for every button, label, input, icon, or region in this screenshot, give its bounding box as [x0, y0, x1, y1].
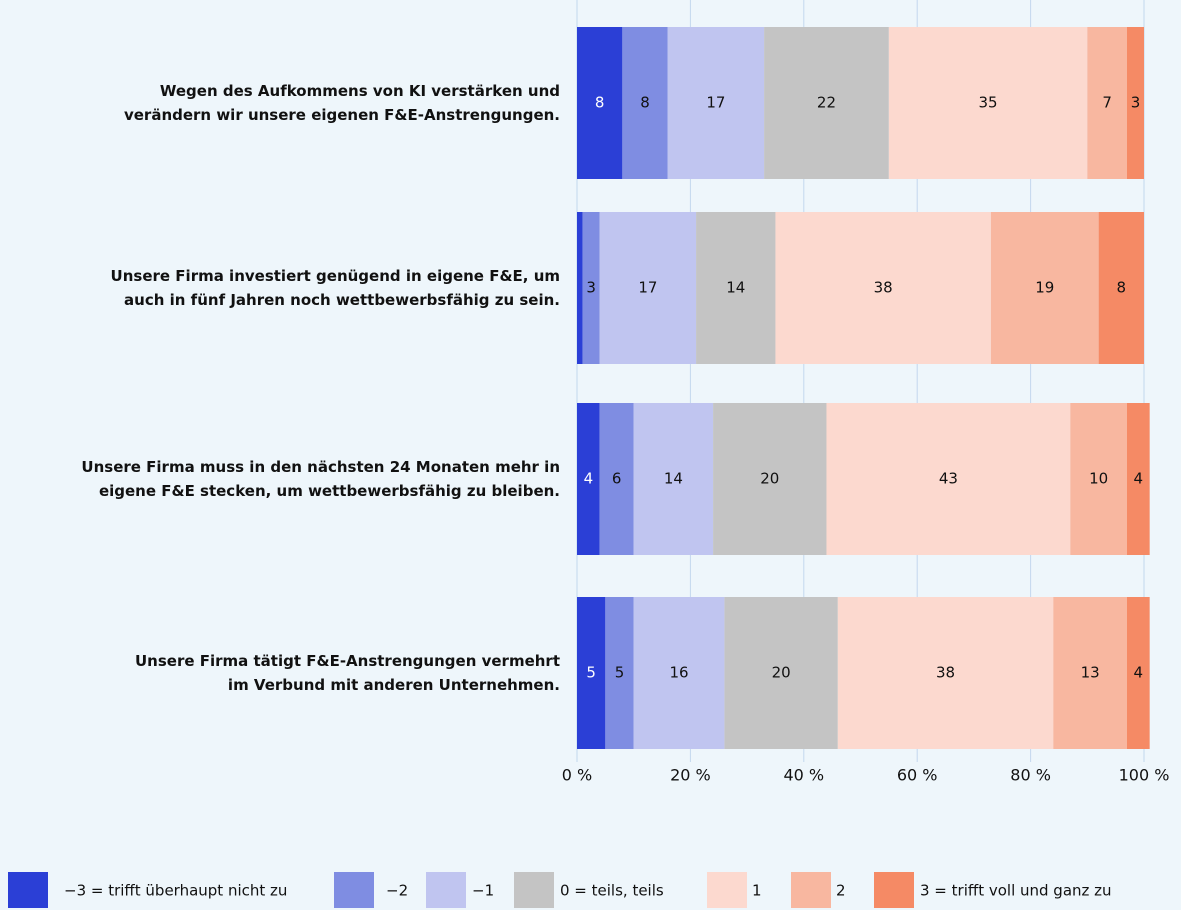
value-label: 14: [664, 470, 683, 488]
value-label: 8: [595, 94, 605, 112]
value-label: 17: [706, 94, 725, 112]
bar-segment: [577, 212, 583, 364]
bar-segment: [837, 597, 1054, 749]
value-label: 4: [1134, 470, 1144, 488]
value-label: 4: [584, 470, 594, 488]
bar-segment: [577, 597, 606, 749]
category-label: Wegen des Aufkommens von KI verstärken u…: [123, 82, 560, 124]
bar-segment: [577, 27, 623, 179]
value-label: 8: [640, 94, 650, 112]
legend-label: −1: [472, 882, 494, 900]
legend-label: −3 = trifft überhaupt nicht zu: [64, 882, 287, 900]
category-label: Unsere Firma muss in den nächsten 24 Mon…: [81, 458, 560, 500]
value-label: 3: [1131, 94, 1141, 112]
legend-swatch: [426, 872, 466, 908]
bar-segment: [764, 27, 889, 179]
value-label: 22: [817, 94, 836, 112]
x-tick-label: 40 %: [783, 766, 824, 785]
bar-segment: [1098, 212, 1144, 364]
legend-label: −2: [386, 882, 408, 900]
bar-segment: [1087, 27, 1127, 179]
bar-segment: [775, 212, 991, 364]
legend-swatch: [707, 872, 747, 908]
x-tick-label: 60 %: [897, 766, 938, 785]
bar-segment: [1126, 403, 1150, 555]
bar-segment: [599, 212, 697, 364]
legend-swatch: [791, 872, 831, 908]
value-label: 20: [772, 664, 791, 682]
bar-segment: [1126, 27, 1144, 179]
bar-segment: [667, 27, 765, 179]
legend-label: 3 = trifft voll und ganz zu: [920, 882, 1112, 900]
x-tick-label: 20 %: [670, 766, 711, 785]
legend-label: 0 = teils, teils: [560, 882, 664, 900]
bar-segment: [1126, 597, 1150, 749]
value-label: 7: [1102, 94, 1112, 112]
x-tick-label: 100 %: [1119, 766, 1170, 785]
value-label: 13: [1081, 664, 1100, 682]
bar-segment: [633, 403, 714, 555]
bar-segment: [888, 27, 1088, 179]
value-label: 3: [586, 279, 596, 297]
value-label: 16: [670, 664, 689, 682]
bar-segment: [1053, 597, 1127, 749]
bar-segment: [622, 27, 668, 179]
value-label: 8: [1117, 279, 1127, 297]
legend-swatch: [334, 872, 374, 908]
legend-swatch: [8, 872, 48, 908]
bar-segment: [713, 403, 827, 555]
bar-segment: [633, 597, 725, 749]
value-label: 17: [638, 279, 657, 297]
value-label: 6: [612, 470, 622, 488]
value-label: 38: [874, 279, 893, 297]
bar-segment: [724, 597, 838, 749]
value-label: 43: [939, 470, 958, 488]
value-label: 14: [726, 279, 745, 297]
legend-swatch: [874, 872, 914, 908]
x-tick-label: 0 %: [562, 766, 592, 785]
category-label: Unsere Firma tätigt F&E-Anstrengungen ve…: [135, 652, 560, 694]
x-tick-label: 80 %: [1010, 766, 1051, 785]
bar-segment: [1070, 403, 1127, 555]
value-label: 35: [979, 94, 998, 112]
value-label: 4: [1134, 664, 1144, 682]
bar-segment: [577, 403, 600, 555]
bar-segment: [990, 212, 1099, 364]
bar-segment: [599, 403, 634, 555]
bar-segment: [605, 597, 634, 749]
value-label: 10: [1089, 470, 1108, 488]
legend-label: 1: [752, 882, 762, 900]
bar-segment: [696, 212, 776, 364]
value-label: 20: [760, 470, 779, 488]
value-label: 5: [615, 664, 625, 682]
value-label: 19: [1035, 279, 1054, 297]
legend-swatch: [514, 872, 554, 908]
value-label: 5: [586, 664, 596, 682]
bar-segment: [826, 403, 1071, 555]
category-label: Unsere Firma investiert genügend in eige…: [110, 267, 560, 309]
value-label: 38: [936, 664, 955, 682]
bar-segment: [582, 212, 600, 364]
legend-label: 2: [836, 882, 846, 900]
